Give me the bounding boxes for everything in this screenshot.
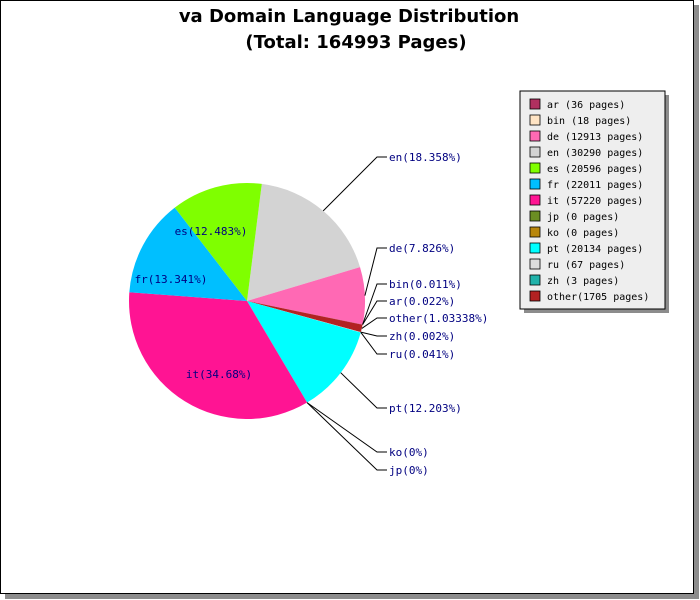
slice-label-jp: jp(0%): [389, 464, 429, 477]
slice-label-ar: ar(0.022%): [389, 295, 455, 308]
slice-label-es: es(12.483%): [175, 225, 248, 238]
leader-line-zh: [360, 331, 387, 337]
legend-item-en: en (30290 pages): [547, 148, 643, 159]
chart-title: va Domain Language Distribution: [179, 6, 519, 27]
slice-label-pt: pt(12.203%): [389, 402, 462, 415]
pie-slice-ru: [247, 301, 361, 333]
legend-item-pt: pt (20134 pages): [547, 244, 643, 255]
leader-line-ru: [360, 332, 387, 355]
legend-item-de: de (12913 pages): [547, 132, 643, 143]
legend-swatch-ko: [529, 226, 541, 238]
legend-item-ar: ar (36 pages): [547, 100, 625, 111]
leader-lines: [306, 156, 387, 471]
pie-slice-pt: [247, 301, 361, 403]
legend-item-ru: ru (67 pages): [547, 260, 625, 271]
pie-slice-es: [174, 182, 262, 301]
legend-swatch-ru: [529, 258, 541, 270]
slice-label-en: en(18.358%): [389, 151, 462, 164]
legend: ar (36 pages) bin (18 pages) de (12913 pag…: [519, 90, 669, 313]
legend-swatch-jp: [529, 210, 541, 222]
slice-label-fr: fr(13.341%): [135, 273, 208, 286]
leader-line-en: [322, 156, 387, 212]
leader-line-other: [361, 317, 387, 329]
legend-swatch-de: [529, 130, 541, 142]
chart-subtitle: (Total: 164993 Pages): [245, 32, 466, 53]
slice-label-de: de(7.826%): [389, 242, 455, 255]
slice-label-other: other(1.03338%): [389, 312, 488, 325]
legend-item-other: other(1705 pages): [547, 292, 649, 303]
pie-slices: [128, 182, 366, 419]
leader-line-pt: [340, 372, 387, 409]
legend-swatch-other: [529, 290, 541, 302]
leader-line-jp: [306, 402, 387, 471]
slice-label-zh: zh(0.002%): [389, 330, 455, 343]
legend-item-es: es (20596 pages): [547, 164, 643, 175]
legend-box: [519, 90, 666, 310]
slice-label-bin: bin(0.011%): [389, 278, 462, 291]
legend-item-jp: jp (0 pages): [547, 212, 619, 223]
legend-swatch-bin: [529, 114, 541, 126]
legend-swatch-ar: [529, 98, 541, 110]
pie-slice-en: [247, 183, 361, 301]
legend-item-bin: bin (18 pages): [547, 116, 631, 127]
pie-slice-it: [128, 292, 308, 419]
legend-swatch-zh: [529, 274, 541, 286]
legend-item-it: it (57220 pages): [547, 196, 643, 207]
legend-swatch-en: [529, 146, 541, 158]
pie-slice-fr: [129, 207, 247, 301]
leader-line-bin: [362, 283, 387, 325]
slice-labels: en(18.358%) de(7.826%) bin(0.011%) ar(0.022…: [135, 151, 489, 477]
legend-swatch-it: [529, 194, 541, 206]
pie-slice-other: [247, 301, 363, 333]
pie-slice-ar: [247, 301, 363, 325]
legend-swatch-es: [529, 162, 541, 174]
slice-label-ru: ru(0.041%): [389, 348, 455, 361]
legend-item-fr: fr (22011 pages): [547, 180, 643, 191]
slice-label-it: it(34.68%): [186, 368, 252, 381]
pie-slice-bin: [247, 301, 363, 325]
pie-slice-zh: [247, 301, 361, 333]
slice-label-ko: ko(0%): [389, 446, 429, 459]
leader-line-ko: [306, 402, 387, 453]
legend-swatch-pt: [529, 242, 541, 254]
legend-item-zh: zh (3 pages): [547, 276, 619, 287]
leader-line-de: [364, 247, 387, 296]
leader-line-ar: [362, 300, 387, 325]
legend-swatch-fr: [529, 178, 541, 190]
legend-item-ko: ko (0 pages): [547, 228, 619, 239]
pie-slice-de: [247, 267, 366, 325]
